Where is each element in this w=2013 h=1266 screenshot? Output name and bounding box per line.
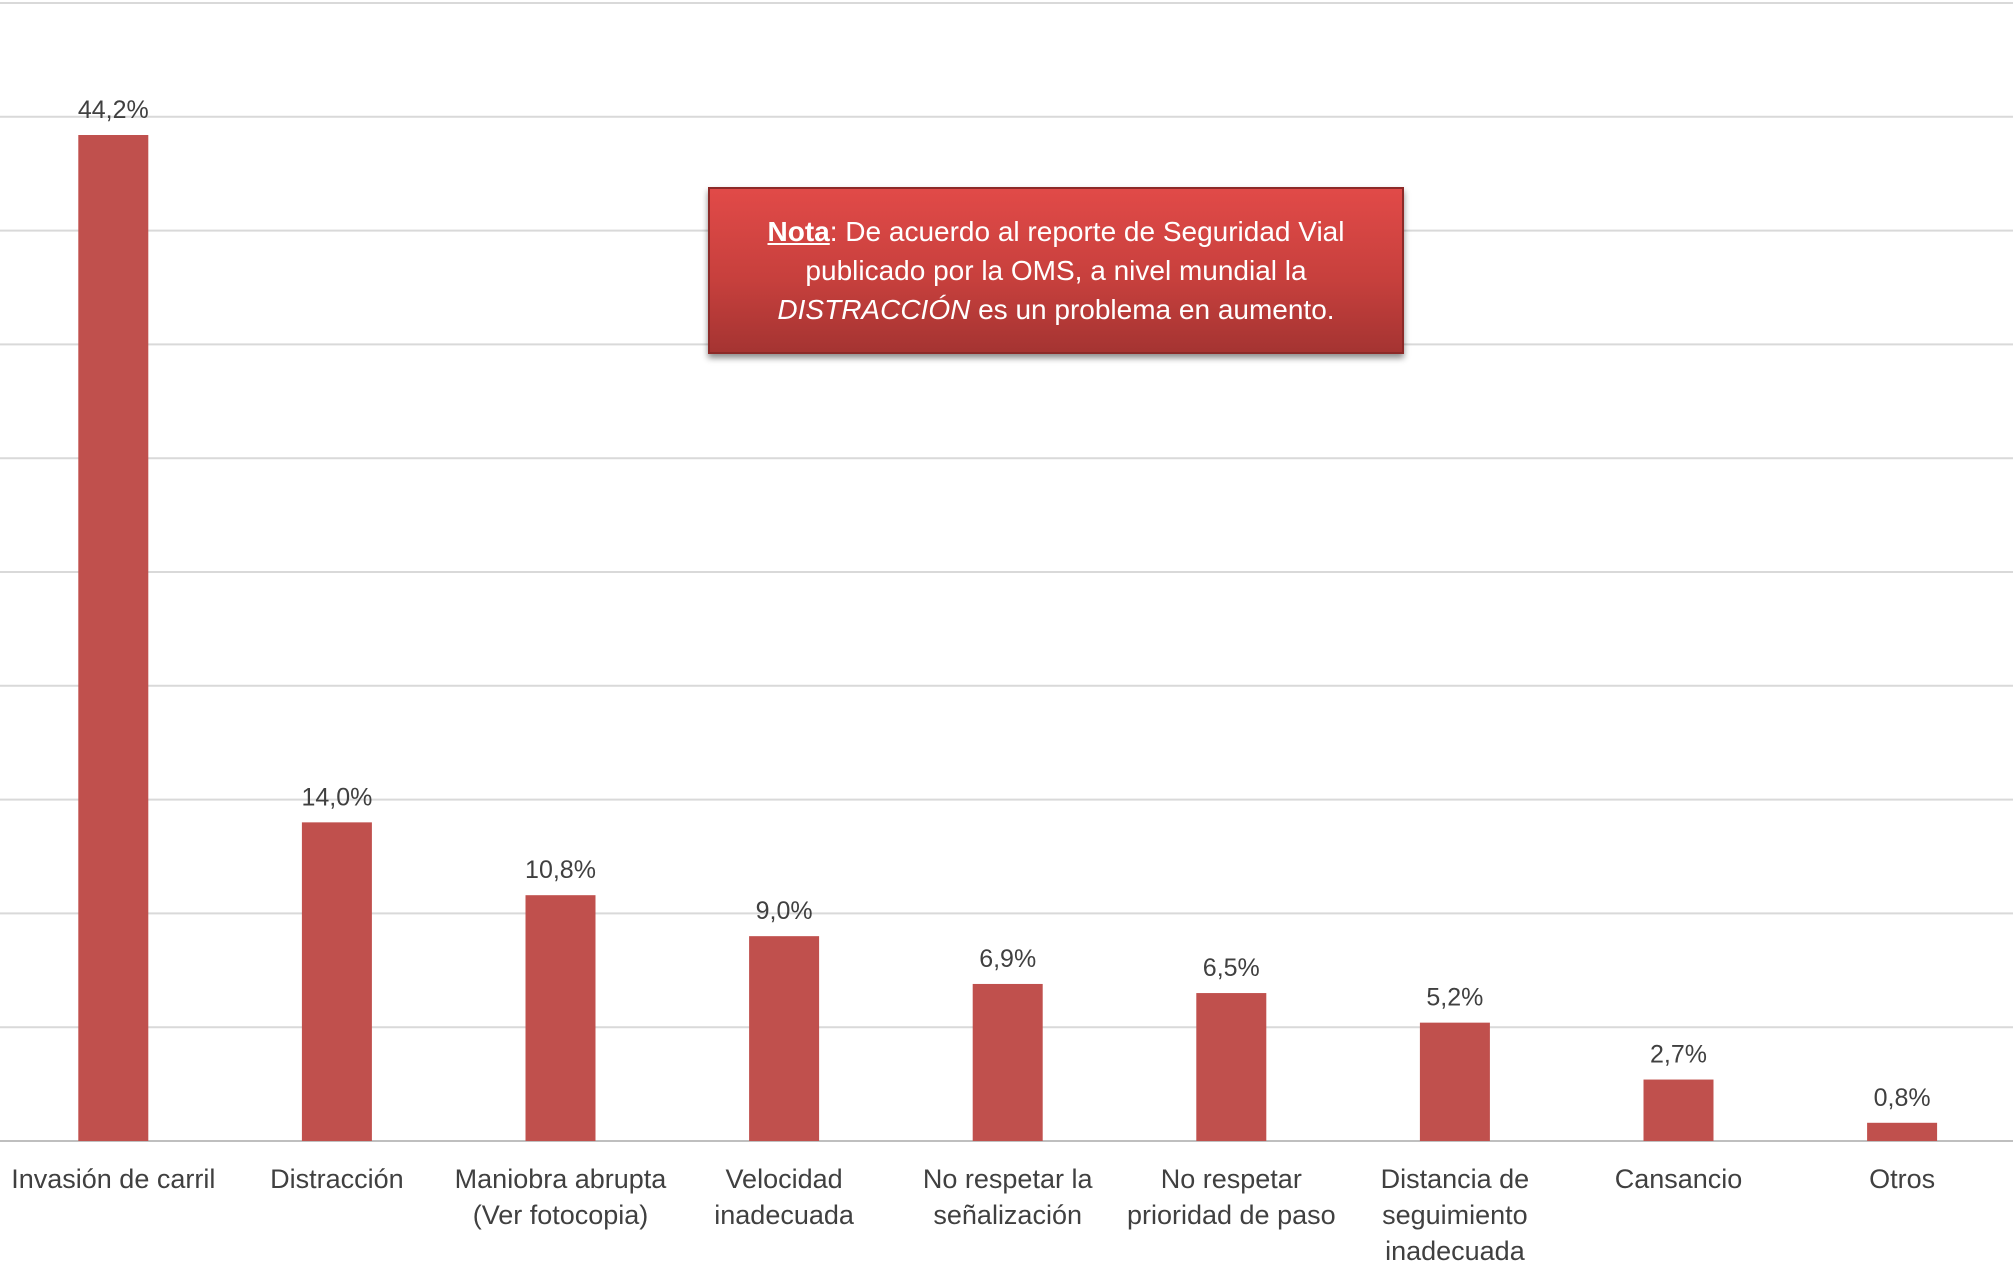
bar [525, 895, 596, 1141]
category-label-line: No respetar [1161, 1164, 1302, 1194]
data-labels: 44,2% 14,0% 10,8% 9,0% 6,9% 6,5% 5,2% 2,7% 0,8% [78, 96, 1931, 1112]
data-label: 5,2% [1426, 984, 1483, 1012]
category-label: No respetar la señalización [923, 1164, 1094, 1230]
category-label: Otros [1869, 1164, 1935, 1194]
note-emphasis: DISTRACCIÓN [777, 294, 971, 325]
bar [1196, 993, 1267, 1141]
note-text-part1: : De acuerdo al reporte de Seguridad Via… [805, 216, 1345, 286]
data-label: 14,0% [301, 783, 372, 811]
category-label-line: Distracción [270, 1164, 404, 1194]
bar [78, 135, 149, 1141]
category-label: Cansancio [1615, 1164, 1743, 1194]
bar [301, 822, 372, 1141]
category-labels: Invasión de carril Distracción Maniobra ab… [11, 1164, 1935, 1266]
category-label-line: seguimiento [1382, 1200, 1528, 1230]
category-label-line: señalización [933, 1200, 1082, 1230]
data-label: 10,8% [525, 856, 596, 884]
category-label: Velocidad inadecuada [714, 1164, 855, 1230]
category-label-line: prioridad de paso [1127, 1200, 1336, 1230]
category-label-line: (Ver fotocopia) [473, 1200, 649, 1230]
bar [749, 936, 820, 1141]
category-label-line: inadecuada [714, 1200, 855, 1230]
bar [972, 983, 1043, 1141]
data-label: 44,2% [78, 96, 149, 124]
category-label-line: Cansancio [1615, 1164, 1743, 1194]
note-text: Nota: De acuerdo al reporte de Seguridad… [730, 212, 1382, 329]
bar [1867, 1122, 1938, 1141]
category-label-line: Velocidad [726, 1164, 843, 1194]
bar [1643, 1079, 1714, 1141]
category-label-line: Invasión de carril [11, 1164, 215, 1194]
data-label: 9,0% [756, 897, 813, 925]
category-label-line: Otros [1869, 1164, 1935, 1194]
category-label-line: inadecuada [1385, 1236, 1526, 1266]
category-label: Invasión de carril [11, 1164, 215, 1194]
data-label: 0,8% [1874, 1084, 1931, 1112]
note-box: Nota: De acuerdo al reporte de Seguridad… [708, 187, 1404, 354]
category-label: No respetar prioridad de paso [1127, 1164, 1336, 1230]
data-label: 6,9% [979, 945, 1036, 973]
data-label: 2,7% [1650, 1041, 1707, 1069]
bar [1419, 1022, 1490, 1141]
note-label: Nota [767, 216, 830, 247]
note-text-part2: es un problema en aumento. [970, 294, 1335, 325]
category-label-line: Maniobra abrupta [455, 1164, 668, 1194]
category-label: Distracción [270, 1164, 404, 1194]
category-label: Maniobra abrupta (Ver fotocopia) [455, 1164, 668, 1230]
category-label-line: Distancia de [1381, 1164, 1530, 1194]
category-label: Distancia de seguimiento inadecuada [1381, 1164, 1530, 1266]
bars [78, 135, 1938, 1141]
category-label-line: No respetar la [923, 1164, 1094, 1194]
data-label: 6,5% [1203, 954, 1260, 982]
